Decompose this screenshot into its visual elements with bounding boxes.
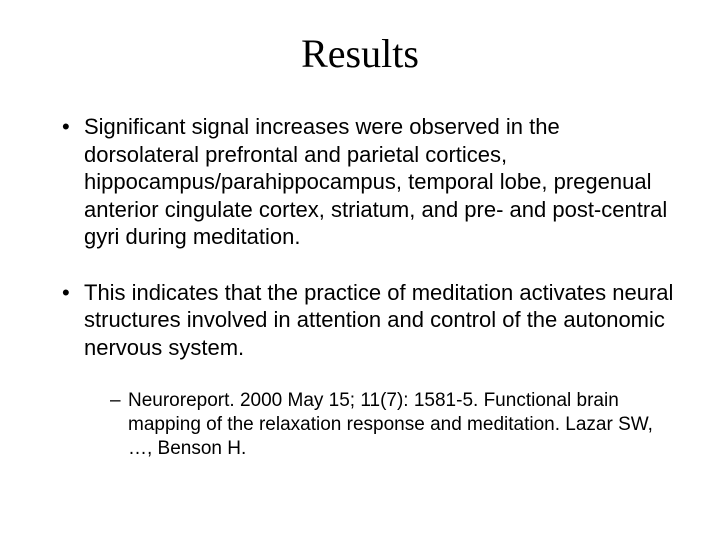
bullet-item: Significant signal increases were observ… (62, 113, 680, 251)
bullet-list: Significant signal increases were observ… (40, 113, 680, 460)
sub-bullet-text: Neuroreport. 2000 May 15; 11(7): 1581-5.… (128, 390, 653, 459)
slide: Results Significant signal increases wer… (0, 0, 720, 540)
slide-title: Results (40, 30, 680, 77)
bullet-item: This indicates that the practice of medi… (62, 279, 680, 461)
bullet-text: Significant signal increases were observ… (84, 114, 667, 249)
sub-bullet-list: Neuroreport. 2000 May 15; 11(7): 1581-5.… (84, 389, 680, 460)
bullet-text: This indicates that the practice of medi… (84, 280, 673, 360)
sub-bullet-item: Neuroreport. 2000 May 15; 11(7): 1581-5.… (110, 389, 680, 460)
